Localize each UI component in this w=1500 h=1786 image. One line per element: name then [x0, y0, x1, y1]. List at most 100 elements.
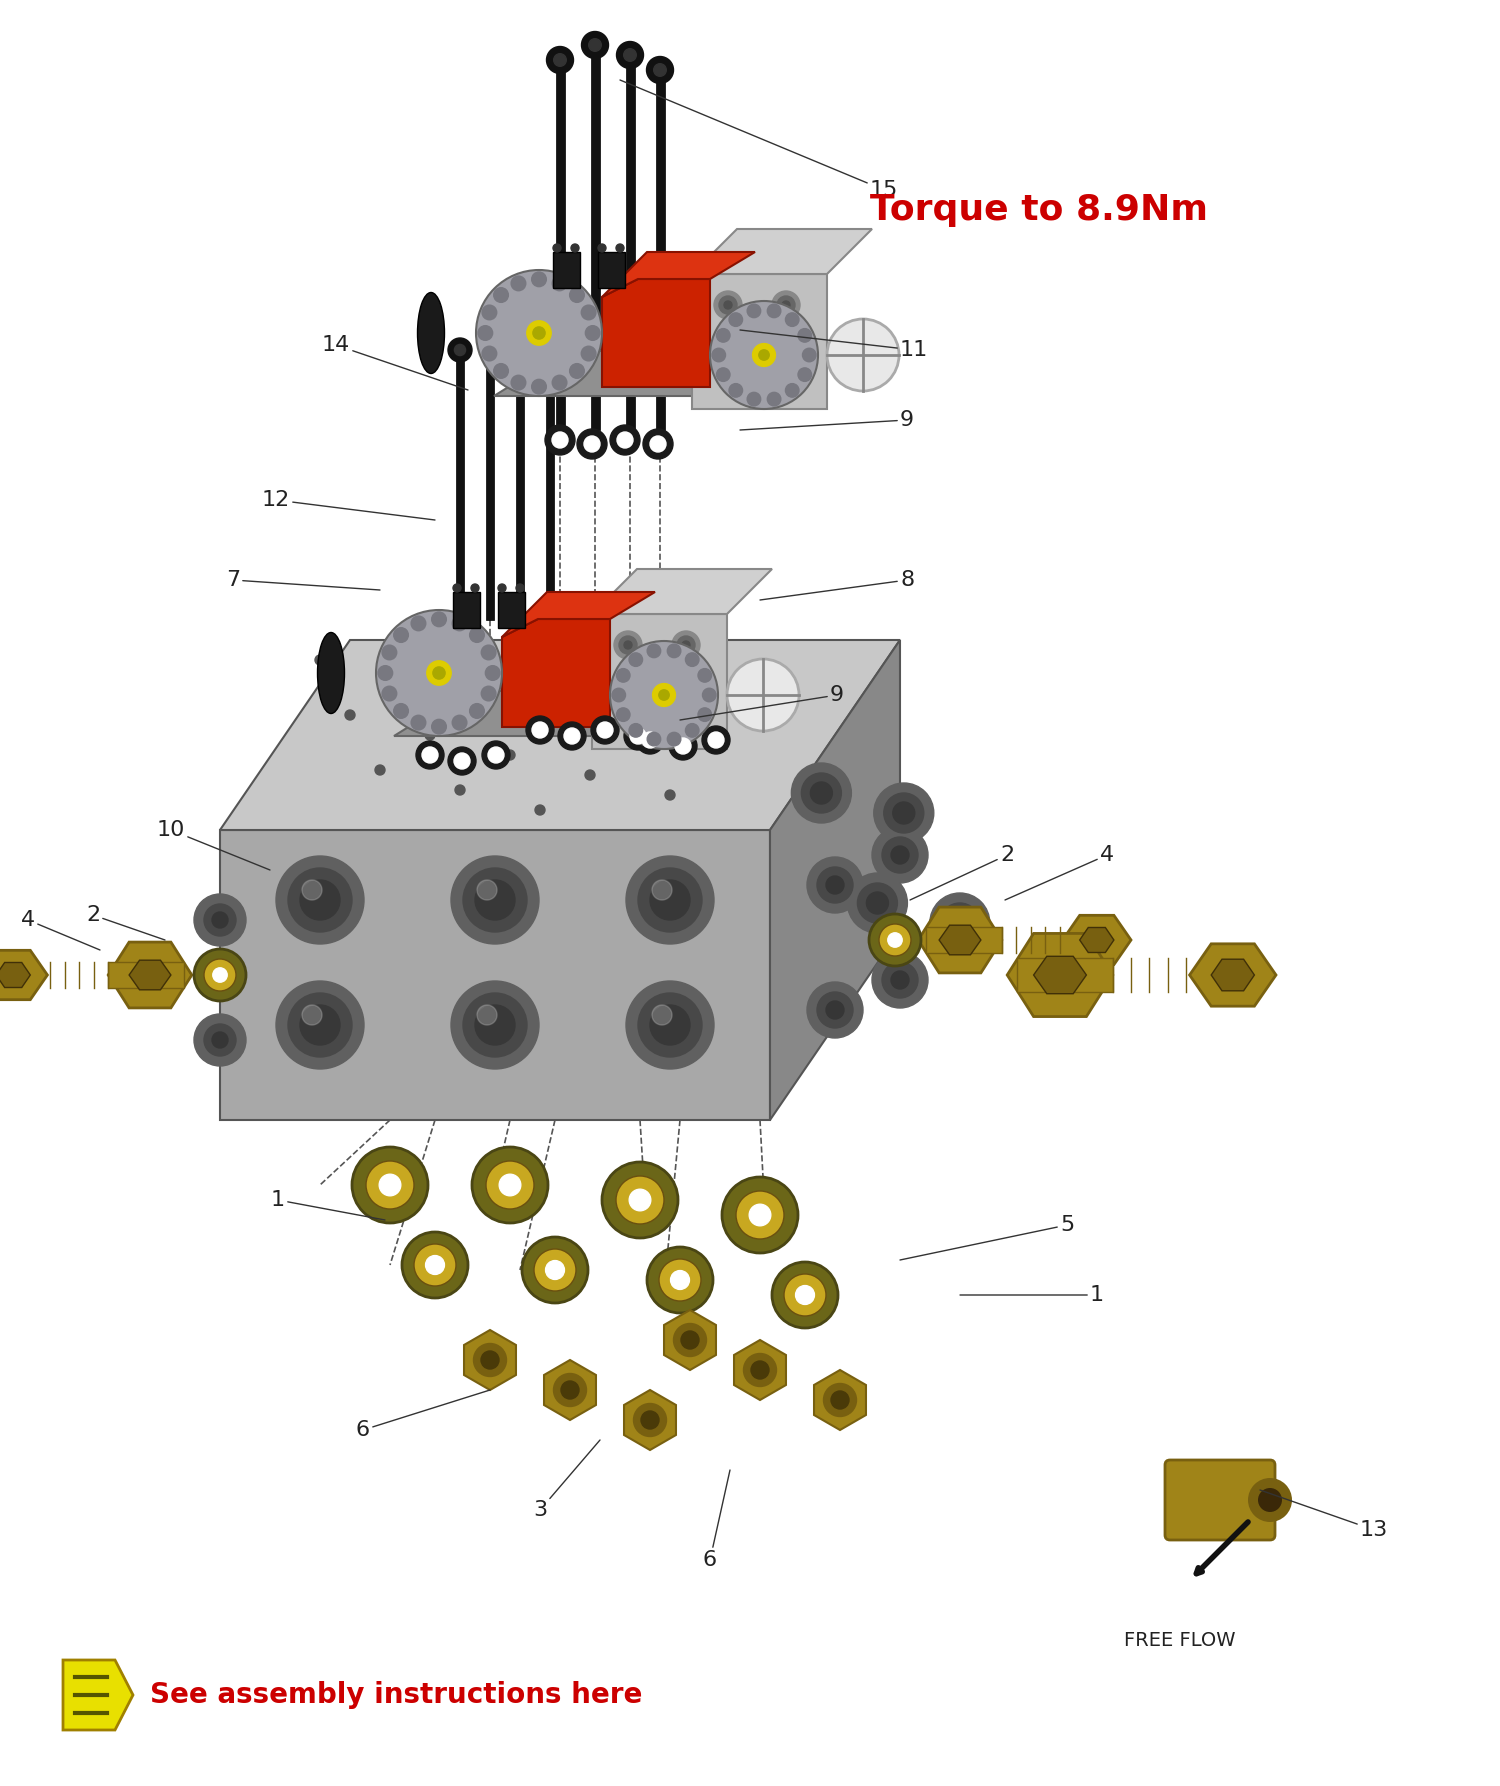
Circle shape — [476, 695, 484, 705]
Circle shape — [626, 981, 714, 1070]
Text: 2: 2 — [910, 845, 1014, 900]
Circle shape — [698, 668, 711, 682]
Text: 3: 3 — [532, 1440, 600, 1520]
Polygon shape — [394, 691, 718, 736]
Circle shape — [636, 725, 664, 754]
Circle shape — [1248, 1479, 1292, 1522]
Circle shape — [628, 1189, 651, 1211]
Circle shape — [858, 882, 897, 923]
Circle shape — [452, 714, 466, 730]
Circle shape — [382, 645, 396, 659]
Circle shape — [940, 904, 980, 943]
Circle shape — [300, 880, 340, 920]
Circle shape — [874, 782, 934, 843]
Text: 1: 1 — [272, 1189, 386, 1220]
Circle shape — [432, 720, 447, 734]
Circle shape — [772, 348, 800, 377]
Polygon shape — [220, 639, 900, 830]
Circle shape — [544, 354, 555, 366]
Circle shape — [801, 773, 842, 813]
Circle shape — [552, 375, 567, 389]
Ellipse shape — [710, 302, 818, 409]
Circle shape — [736, 1191, 784, 1239]
Polygon shape — [0, 950, 48, 1000]
Circle shape — [470, 704, 484, 718]
Circle shape — [624, 722, 652, 750]
Circle shape — [676, 636, 694, 654]
Circle shape — [315, 655, 326, 664]
Circle shape — [194, 948, 246, 1000]
Polygon shape — [692, 229, 871, 273]
Bar — [598, 252, 625, 288]
Circle shape — [558, 722, 586, 750]
Circle shape — [818, 866, 854, 904]
Circle shape — [633, 1404, 666, 1436]
Circle shape — [682, 698, 690, 707]
Circle shape — [531, 271, 546, 286]
Circle shape — [620, 695, 638, 713]
Circle shape — [482, 741, 510, 770]
Circle shape — [276, 855, 364, 945]
FancyBboxPatch shape — [1166, 1459, 1275, 1540]
Circle shape — [786, 384, 800, 396]
Circle shape — [616, 245, 624, 252]
Circle shape — [724, 302, 732, 309]
Circle shape — [729, 384, 742, 396]
Circle shape — [786, 313, 800, 327]
Circle shape — [516, 584, 524, 591]
Circle shape — [564, 729, 580, 745]
Circle shape — [194, 1014, 246, 1066]
Circle shape — [772, 1263, 838, 1329]
Circle shape — [646, 732, 660, 747]
Circle shape — [495, 725, 506, 736]
Text: 5: 5 — [900, 1214, 1074, 1259]
Circle shape — [752, 1361, 770, 1379]
Circle shape — [288, 868, 352, 932]
Text: 14: 14 — [321, 336, 468, 389]
Circle shape — [416, 741, 444, 770]
Circle shape — [204, 904, 236, 936]
Circle shape — [871, 952, 928, 1007]
Circle shape — [718, 296, 736, 314]
Circle shape — [782, 302, 790, 309]
Circle shape — [642, 732, 658, 748]
Circle shape — [582, 32, 609, 59]
Polygon shape — [815, 1370, 866, 1431]
Circle shape — [597, 722, 613, 738]
Circle shape — [670, 1270, 690, 1289]
Bar — [456, 350, 464, 620]
Circle shape — [626, 855, 714, 945]
Polygon shape — [918, 907, 1002, 973]
Circle shape — [546, 46, 573, 73]
Circle shape — [686, 654, 699, 666]
Circle shape — [747, 304, 760, 318]
Circle shape — [526, 716, 554, 745]
Circle shape — [194, 895, 246, 947]
Circle shape — [393, 627, 408, 643]
Circle shape — [433, 666, 445, 679]
Polygon shape — [1007, 934, 1113, 1016]
Circle shape — [777, 296, 795, 314]
Circle shape — [380, 1173, 400, 1197]
Circle shape — [454, 345, 465, 355]
Circle shape — [536, 675, 544, 686]
Circle shape — [482, 686, 496, 700]
Circle shape — [638, 868, 702, 932]
Circle shape — [554, 1373, 586, 1407]
Circle shape — [772, 291, 800, 320]
Circle shape — [534, 1248, 576, 1291]
Circle shape — [452, 616, 466, 630]
Bar — [453, 591, 480, 629]
Circle shape — [488, 747, 504, 763]
Circle shape — [536, 805, 544, 814]
Circle shape — [824, 1384, 856, 1416]
Circle shape — [288, 993, 352, 1057]
Circle shape — [476, 1006, 514, 1045]
Circle shape — [411, 616, 426, 630]
Polygon shape — [734, 1340, 786, 1400]
Bar — [554, 252, 580, 288]
Polygon shape — [494, 352, 818, 396]
Circle shape — [472, 1147, 548, 1223]
Text: 11: 11 — [740, 330, 928, 361]
Circle shape — [868, 914, 921, 966]
